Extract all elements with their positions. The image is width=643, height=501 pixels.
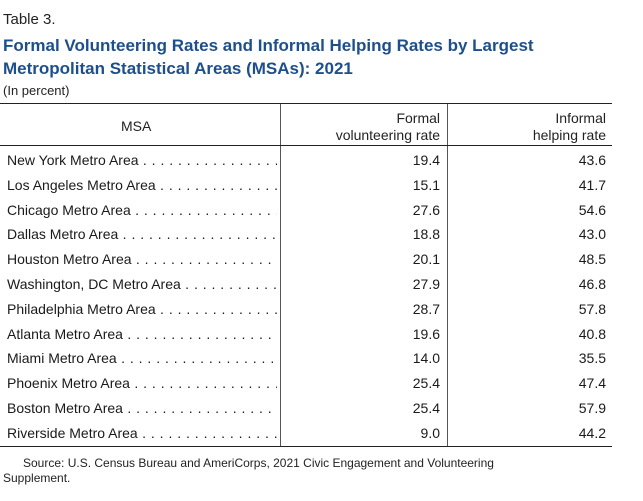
table-row: Boston Metro Area 25.4 57.9 (0, 396, 612, 421)
msa-cell: Philadelphia Metro Area (7, 297, 277, 321)
formal-rate-cell: 27.6 (412, 201, 440, 218)
table-row: Chicago Metro Area 27.6 54.6 (0, 198, 612, 223)
informal-rate-cell: 54.6 (578, 201, 606, 218)
msa-cell: Washington, DC Metro Area (7, 272, 277, 296)
formal-rate-cell: 19.4 (412, 152, 440, 168)
table-row: Atlanta Metro Area 19.6 40.8 (0, 322, 612, 347)
header-rule (0, 145, 612, 146)
msa-cell: Boston Metro Area (7, 396, 277, 420)
informal-rate-cell: 41.7 (578, 176, 606, 193)
msa-cell: Riverside Metro Area (7, 421, 277, 445)
formal-rate-cell: 25.4 (412, 375, 440, 392)
informal-rate-cell: 57.9 (578, 399, 606, 416)
table-row: Miami Metro Area 14.0 35.5 (0, 346, 612, 371)
msa-cell: Chicago Metro Area (7, 198, 277, 222)
informal-rate-cell: 48.5 (578, 251, 606, 268)
source-note: Source: U.S. Census Bureau and AmeriCorp… (3, 456, 603, 486)
table-row: Washington, DC Metro Area 27.9 46.8 (0, 272, 612, 297)
formal-rate-cell: 20.1 (412, 251, 440, 268)
formal-rate-cell: 9.0 (420, 424, 440, 441)
informal-rate-cell: 46.8 (578, 275, 606, 292)
table-row: Philadelphia Metro Area 28.7 57.8 (0, 297, 612, 322)
top-rule (0, 103, 612, 104)
column-divider (447, 104, 448, 446)
informal-rate-cell: 43.6 (578, 152, 606, 168)
msa-cell: Atlanta Metro Area (7, 322, 277, 346)
msa-cell: New York Metro Area (7, 148, 277, 172)
table-row: Dallas Metro Area 18.8 43.0 (0, 222, 612, 247)
header-informal-line1: Informal (555, 110, 606, 126)
header-informal-line2: helping rate (532, 127, 606, 143)
header-formal: Formal volunteering rate (282, 110, 440, 144)
unit-note: (In percent) (3, 83, 70, 98)
formal-rate-cell: 25.4 (412, 399, 440, 416)
formal-rate-cell: 28.7 (412, 300, 440, 317)
column-divider (280, 104, 281, 446)
table-row: Phoenix Metro Area 25.4 47.4 (0, 371, 612, 396)
table-row: Riverside Metro Area 9.0 44.2 (0, 421, 612, 446)
table-row: Los Angeles Metro Area 15.1 41.7 (0, 173, 612, 198)
formal-rate-cell: 19.6 (412, 325, 440, 342)
table-title: Formal Volunteering Rates and Informal H… (3, 36, 534, 78)
informal-rate-cell: 57.8 (578, 300, 606, 317)
msa-cell: Los Angeles Metro Area (7, 173, 277, 197)
msa-cell: Dallas Metro Area (7, 222, 277, 246)
informal-rate-cell: 44.2 (578, 424, 606, 441)
header-formal-line1: Formal (396, 110, 440, 126)
source-line-1: Source: U.S. Census Bureau and AmeriCorp… (23, 456, 494, 470)
table-body: New York Metro Area 19.4 43.6 Los Angeles M… (0, 148, 612, 446)
header-informal: Informal helping rate (450, 110, 606, 144)
table-row: New York Metro Area 19.4 43.6 (0, 148, 612, 173)
formal-rate-cell: 27.9 (412, 275, 440, 292)
informal-rate-cell: 43.0 (578, 226, 606, 243)
msa-cell: Miami Metro Area (7, 346, 277, 370)
table-row: Houston Metro Area 20.1 48.5 (0, 247, 612, 272)
header-msa: MSA (121, 118, 152, 134)
informal-rate-cell: 47.4 (578, 375, 606, 392)
table-label: Table 3. (3, 11, 56, 28)
msa-cell: Phoenix Metro Area (7, 371, 277, 395)
formal-rate-cell: 14.0 (412, 350, 440, 367)
formal-rate-cell: 18.8 (412, 226, 440, 243)
informal-rate-cell: 40.8 (578, 325, 606, 342)
source-line-2: Supplement. (3, 471, 71, 485)
informal-rate-cell: 35.5 (578, 350, 606, 367)
formal-rate-cell: 15.1 (412, 176, 440, 193)
bottom-rule (0, 446, 612, 447)
header-formal-line2: volunteering rate (335, 127, 440, 143)
msa-cell: Houston Metro Area (7, 247, 277, 271)
